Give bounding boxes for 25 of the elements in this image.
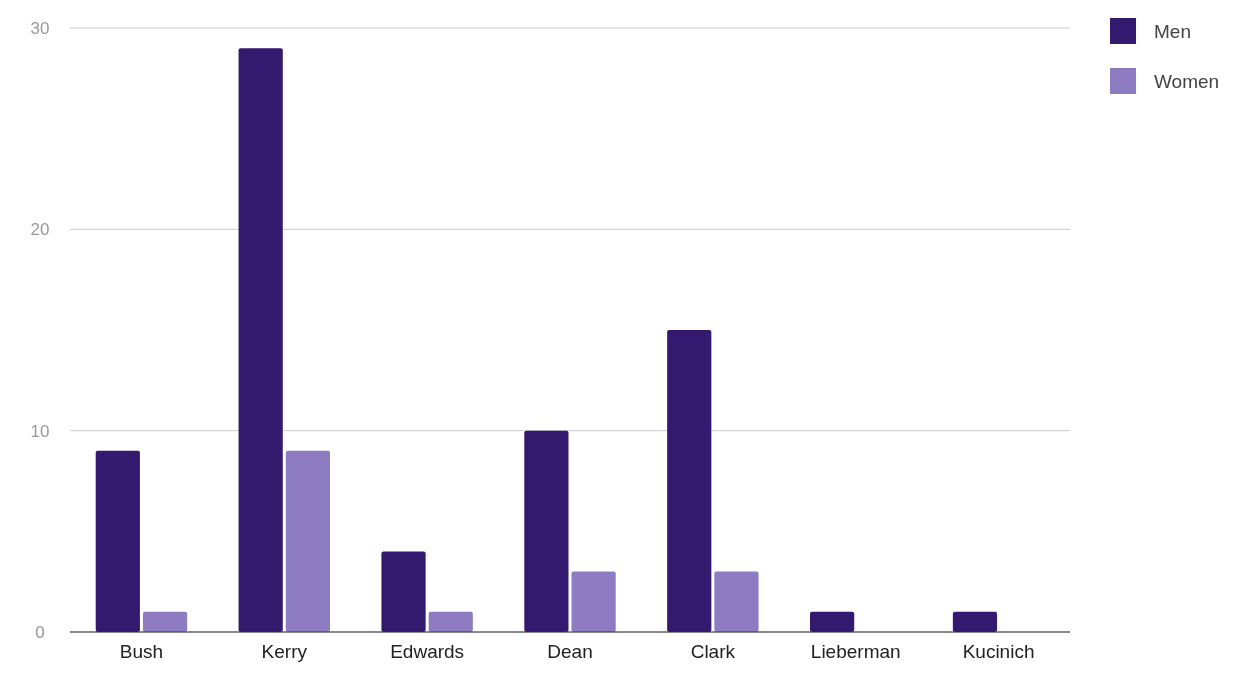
bar: [238, 48, 283, 632]
bar: [714, 571, 759, 632]
bar: [810, 611, 855, 632]
bar: [381, 551, 426, 632]
legend-label: Women: [1154, 70, 1220, 92]
bar: [285, 450, 330, 632]
bar: [524, 430, 569, 632]
legend-label: Men: [1154, 20, 1191, 42]
x-tick-label: Kerry: [261, 641, 308, 662]
x-tick-label: Dean: [547, 641, 593, 662]
bar: [571, 571, 616, 632]
bar: [952, 611, 998, 632]
bar: [428, 611, 473, 632]
y-tick-label: 0: [35, 622, 45, 642]
y-tick-label: 30: [30, 18, 50, 38]
bar: [95, 450, 140, 632]
bar: [142, 611, 188, 632]
x-tick-label: Lieberman: [810, 641, 901, 662]
bar: [667, 330, 712, 632]
y-tick-label: 20: [30, 220, 50, 240]
x-tick-label: Bush: [119, 641, 164, 662]
x-tick-label: Clark: [690, 641, 736, 662]
y-tick-label: 10: [30, 421, 50, 441]
x-tick-label: Edwards: [390, 641, 465, 662]
x-tick-label: Kucinich: [962, 641, 1035, 662]
